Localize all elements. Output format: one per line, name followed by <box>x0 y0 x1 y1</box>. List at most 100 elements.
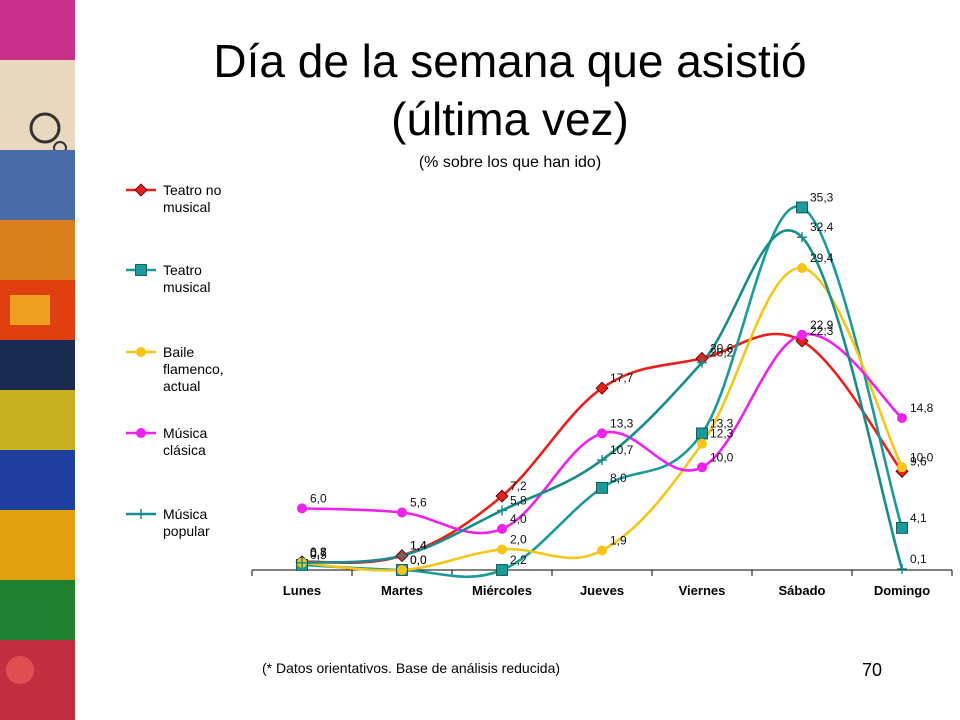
data-label-teatro-no-musical: 20,6 <box>710 341 734 355</box>
data-label-baile-flamenco-actual: 0,7 <box>310 546 327 560</box>
legend-marker-m-sica-popular <box>136 509 146 519</box>
series-line-m-sica-popular <box>301 229 904 570</box>
data-label-m-sica-cl-sica: 14,8 <box>910 401 934 415</box>
data-point-teatro-musical <box>696 427 708 440</box>
footnote: (* Datos orientativos. Base de análisis … <box>262 660 561 676</box>
data-label-m-sica-popular: 1,4 <box>410 539 427 553</box>
data-point-teatro-musical <box>896 521 908 534</box>
legend-label-teatro-musical: musical <box>163 279 210 295</box>
page-title: Día de la semana que asistió (última vez… <box>120 32 900 148</box>
data-label-teatro-no-musical: 0,8 <box>310 545 327 559</box>
data-label-baile-flamenco-actual: 0,0 <box>410 553 427 567</box>
legend-label-m-sica-popular: Música <box>163 506 208 522</box>
data-label-m-sica-cl-sica: 13,3 <box>610 416 634 430</box>
data-label-teatro-no-musical: 22,3 <box>810 324 834 338</box>
data-point-baile-flamenco-actual <box>697 438 707 449</box>
legend-label-m-sica-cl-sica: Música <box>163 425 208 441</box>
series-line-baile-flamenco-actual <box>301 266 904 572</box>
data-label-teatro-musical: 0,0 <box>410 553 427 567</box>
legend-label-baile-flamenco-actual: flamenco, <box>163 361 224 377</box>
data-label-m-sica-cl-sica: 10,0 <box>710 450 734 464</box>
data-point-m-sica-popular <box>497 505 507 516</box>
title-line-2: (última vez) <box>391 93 629 145</box>
data-point-baile-flamenco-actual <box>497 544 507 555</box>
legend-marker-m-sica-cl-sica <box>136 428 146 438</box>
legend-label-baile-flamenco-actual: Baile <box>163 344 194 360</box>
data-point-m-sica-cl-sica <box>497 523 507 534</box>
data-label-teatro-no-musical: 7,2 <box>510 479 527 493</box>
data-label-teatro-musical: 35,3 <box>810 190 834 204</box>
x-tick-label: Domingo <box>874 583 930 598</box>
data-label-teatro-musical: 13,3 <box>710 416 734 430</box>
data-point-baile-flamenco-actual <box>397 565 407 575</box>
legend-label-teatro-musical: Teatro <box>163 262 202 278</box>
data-label-teatro-no-musical: 17,7 <box>610 371 634 385</box>
legend-label-teatro-no-musical: musical <box>163 199 210 215</box>
data-point-m-sica-cl-sica <box>897 413 907 423</box>
data-label-m-sica-cl-sica: 6,0 <box>310 491 327 505</box>
data-label-m-sica-cl-sica: 22,9 <box>810 318 834 332</box>
x-tick-label: Sábado <box>779 583 826 598</box>
data-point-m-sica-popular <box>397 550 407 561</box>
data-point-teatro-musical <box>496 564 508 576</box>
legend-label-m-sica-cl-sica: clásica <box>163 442 206 458</box>
legend-marker-baile-flamenco-actual <box>136 347 146 357</box>
data-label-baile-flamenco-actual: 29,4 <box>810 251 834 265</box>
data-point-m-sica-cl-sica <box>597 428 607 439</box>
data-label-m-sica-popular: 0,1 <box>910 552 927 566</box>
decorative-photo-strip <box>0 0 75 720</box>
x-tick-label: Lunes <box>283 583 321 598</box>
legend-marker-teatro-musical <box>135 264 147 276</box>
data-point-baile-flamenco-actual <box>597 545 607 556</box>
data-label-teatro-no-musical: 1,4 <box>410 539 427 553</box>
data-label-m-sica-popular: 10,7 <box>610 443 634 457</box>
x-tick-label: Martes <box>381 583 423 598</box>
x-tick-label: Viernes <box>679 583 726 598</box>
chart-subtitle: (% sobre los que han ido) <box>418 154 602 171</box>
data-point-m-sica-cl-sica <box>297 503 307 514</box>
data-point-baile-flamenco-actual <box>797 263 807 274</box>
legend-label-m-sica-popular: popular <box>163 523 210 539</box>
x-tick-label: Jueves <box>580 583 624 598</box>
data-point-m-sica-popular <box>797 232 807 243</box>
chart-legend: Teatro nomusicalTeatromusicalBaileflamen… <box>126 182 224 539</box>
data-point-m-sica-popular <box>897 563 907 574</box>
data-point-m-sica-cl-sica <box>697 462 707 473</box>
data-label-baile-flamenco-actual: 2,0 <box>510 532 527 546</box>
data-point-teatro-musical <box>596 481 608 494</box>
data-label-m-sica-popular: 0,7 <box>310 546 327 560</box>
data-point-m-sica-popular <box>297 557 307 568</box>
data-point-m-sica-cl-sica <box>797 329 807 340</box>
data-label-teatro-musical: 8,0 <box>610 471 627 485</box>
data-label-teatro-musical: 4,1 <box>910 511 927 525</box>
x-tick-label: Miércoles <box>472 583 532 598</box>
data-point-teatro-musical <box>796 201 808 214</box>
data-label-teatro-musical: 0,5 <box>310 548 327 562</box>
series-markers <box>295 201 909 576</box>
data-point-teatro-no-musical <box>595 381 609 395</box>
data-point-m-sica-cl-sica <box>397 507 407 518</box>
data-point-m-sica-popular <box>597 455 607 466</box>
data-point-m-sica-popular <box>697 357 707 368</box>
data-label-m-sica-cl-sica: 5,6 <box>410 495 427 509</box>
data-label-baile-flamenco-actual: 12,3 <box>710 427 734 441</box>
series-line-teatro-musical <box>301 205 904 579</box>
legend-marker-teatro-no-musical <box>134 183 148 197</box>
x-axis: Lunes Martes Miércoles Jueves Viernes Sábado D… <box>251 569 953 598</box>
data-label-m-sica-popular: 32,4 <box>810 220 834 234</box>
data-label-baile-flamenco-actual: 1,9 <box>610 533 627 547</box>
data-label-m-sica-popular: 20,2 <box>710 346 734 360</box>
data-label-teatro-no-musical: 9,6 <box>910 454 927 468</box>
series-line-teatro-no-musical <box>301 332 904 565</box>
data-label-teatro-musical: 2,2 <box>510 553 527 567</box>
data-label-m-sica-popular: 5,8 <box>510 493 527 507</box>
data-point-teatro-no-musical <box>495 489 509 503</box>
title-line-1: Día de la semana que asistió <box>213 35 807 87</box>
legend-label-baile-flamenco-actual: actual <box>163 378 200 394</box>
page-number: 70 <box>862 660 883 680</box>
data-labels: 0,8 1,4 7,2 17,7 20,6 22,3 9,6 0,5 0,0 2,2 8,0 13,3… <box>310 190 934 567</box>
legend-label-teatro-no-musical: Teatro no <box>163 182 222 198</box>
data-label-baile-flamenco-actual: 10,0 <box>910 450 934 464</box>
data-label-m-sica-cl-sica: 4,0 <box>510 512 527 526</box>
